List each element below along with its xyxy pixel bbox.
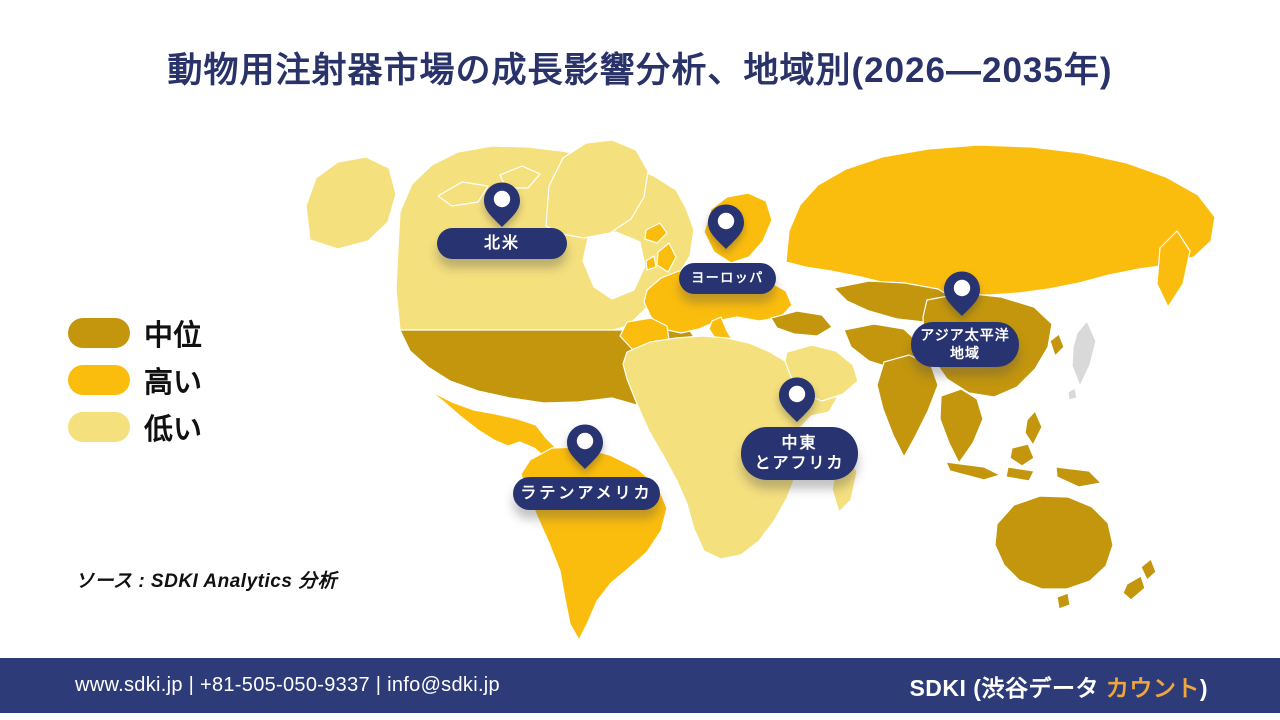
legend-item-high: 高い: [68, 365, 202, 399]
legend-swatch-high: [68, 365, 130, 395]
region-label-text: とアフリカ: [754, 454, 845, 472]
map-pin-icon: [484, 182, 520, 227]
footer-brand-highlight: カウント: [1105, 674, 1200, 701]
map-region-borneo: [1009, 443, 1035, 467]
region-label-europe: ヨーロッパ: [679, 263, 776, 294]
map-region-arctic-islands-1: [437, 181, 489, 207]
map-region-greenland: [545, 139, 649, 239]
marker-north-america: 北米: [437, 181, 567, 289]
legend-label-low: 低い: [144, 414, 203, 446]
map-region-japan: [1071, 320, 1097, 387]
map-region-philippines: [1024, 410, 1043, 446]
map-region-uk: [656, 242, 677, 273]
legend-swatch-medium: [68, 318, 130, 348]
footer-brand-prefix: SDKI (渋谷データ: [909, 674, 1106, 701]
region-label-asia-pacific: アジア太平洋 地域: [911, 322, 1019, 367]
map-region-ireland: [645, 255, 657, 271]
region-label-text: ラテンアメリカ: [520, 484, 653, 502]
region-label-text: ヨーロッパ: [691, 270, 764, 286]
footer-contact: www.sdki.jp | +81-505-050-9337 | info@sd…: [75, 674, 500, 696]
map-region-kamchatka: [1156, 230, 1191, 308]
region-label-text: 地域: [950, 344, 980, 361]
map-region-indonesia-1: [945, 461, 1001, 481]
footer-brand: SDKI (渋谷データ カウント): [909, 669, 1208, 703]
legend-item-low: 低い: [68, 412, 202, 446]
map-region-turkey: [770, 310, 833, 337]
region-label-text: 中東: [781, 434, 818, 452]
map-region-nz-south: [1122, 575, 1146, 601]
map-region-indonesia-2: [1005, 466, 1035, 482]
page-title: 動物用注射器市場の成長影響分析、地域別(2026—2035年): [167, 51, 1113, 90]
map-hudson-bay: [582, 231, 646, 300]
map-region-iceland: [644, 222, 668, 244]
map-region-se-asia: [939, 388, 984, 464]
region-label-text: 北米: [483, 234, 520, 252]
map-region-new-guinea: [1055, 466, 1102, 488]
source-note: ソース : SDKI Analytics 分析: [75, 571, 338, 592]
map-pin-icon: [944, 271, 980, 316]
region-label-north-america: 北米: [437, 228, 567, 259]
footer-brand-suffix: ): [1199, 674, 1208, 701]
region-label-text: アジア太平洋: [920, 327, 1010, 343]
legend-swatch-low: [68, 412, 130, 442]
marker-asia-pacific: アジア太平洋 地域: [911, 270, 1019, 367]
marker-latin-america: ラテンアメリカ: [513, 423, 660, 510]
legend-item-medium: 中位: [68, 318, 202, 352]
legend: 中位 高い 低い: [68, 318, 202, 459]
region-label-latin-america: ラテンアメリカ: [513, 477, 660, 510]
legend-label-medium: 中位: [144, 320, 203, 352]
map-region-nz-north: [1140, 558, 1157, 581]
map-region-tasmania: [1056, 592, 1071, 610]
map-pin-icon: [708, 204, 744, 249]
map-region-korea: [1049, 333, 1065, 357]
map-region-australia: [994, 495, 1114, 590]
marker-middle-east-africa: 中東 とアフリカ: [741, 376, 858, 480]
map-pin-icon: [779, 377, 815, 422]
map-region-alaska: [305, 156, 397, 250]
marker-europe: ヨーロッパ: [679, 203, 776, 295]
footer-bar: www.sdki.jp | +81-505-050-9337 | info@sd…: [0, 658, 1280, 713]
map-region-india: [876, 354, 939, 458]
map-pin-icon: [567, 424, 603, 469]
region-label-middle-east-africa: 中東 とアフリカ: [741, 427, 858, 480]
legend-label-high: 高い: [144, 367, 203, 399]
map-region-japan-south: [1067, 387, 1078, 401]
